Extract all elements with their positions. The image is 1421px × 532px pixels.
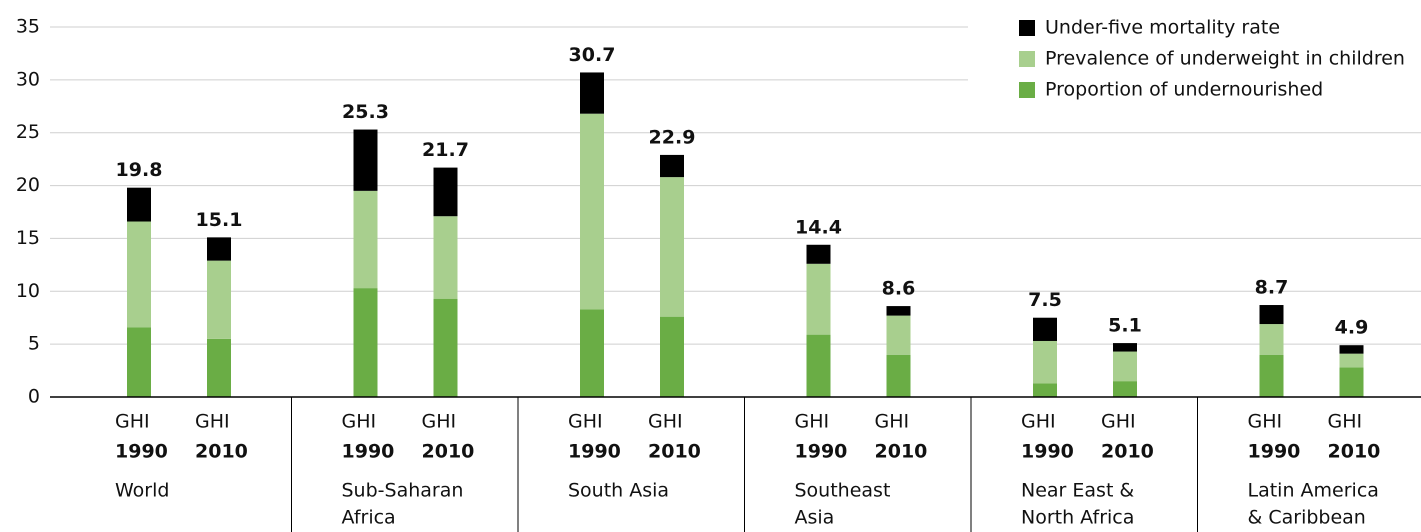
legend-label: Prevalence of underweight in children — [1045, 48, 1405, 70]
group-label: Latin America — [1248, 480, 1379, 502]
total-label: 7.5 — [1028, 289, 1062, 311]
bar-segment — [1339, 367, 1364, 397]
x-tick-label: GHI — [875, 411, 910, 433]
legend-background — [968, 10, 1421, 110]
bar-segment — [886, 306, 911, 316]
bar-segment — [1033, 340, 1057, 384]
bar-segment — [806, 263, 831, 335]
bar-segment — [580, 72, 604, 114]
x-tick-label: GHI — [1328, 411, 1363, 433]
total-label: 8.6 — [882, 278, 916, 300]
x-tick-label: GHI — [795, 411, 830, 433]
legend-swatch — [1019, 51, 1035, 67]
x-tick-label: 1990 — [1021, 441, 1074, 463]
y-tick-label: 20 — [16, 174, 40, 196]
x-tick-label: GHI — [648, 411, 683, 433]
group-label: & Caribbean — [1248, 507, 1366, 529]
group-label: South Asia — [568, 480, 669, 502]
x-tick-label: GHI — [195, 411, 230, 433]
bar-segment — [1339, 353, 1364, 368]
bar-segment — [806, 244, 831, 264]
bar-segment — [1259, 324, 1284, 355]
x-tick-label: 2010 — [1101, 441, 1154, 463]
bar-segment — [433, 298, 458, 397]
x-tick-label: 2010 — [875, 441, 928, 463]
x-tick-label: 1990 — [342, 441, 395, 463]
x-tick-label: GHI — [568, 411, 603, 433]
bar-segment — [580, 113, 604, 310]
bar-segment — [1033, 383, 1057, 397]
bar-segment — [1113, 343, 1137, 352]
bar-segment — [207, 237, 231, 261]
total-label: 14.4 — [795, 216, 842, 238]
group-label: Sub-Saharan — [342, 480, 464, 502]
x-tick-label: GHI — [115, 411, 150, 433]
bar-segment — [1339, 345, 1364, 354]
bar-segment — [353, 129, 378, 191]
y-tick-label: 15 — [16, 227, 40, 249]
legend-swatch — [1019, 82, 1035, 98]
group-label: Southeast — [795, 480, 891, 502]
legend-label: Proportion of undernourished — [1045, 79, 1323, 101]
x-tick-label: GHI — [1248, 411, 1283, 433]
bar-segment — [1113, 381, 1137, 397]
group-label: Near East & — [1021, 480, 1134, 502]
x-tick-label: 2010 — [648, 441, 701, 463]
group-label: Asia — [795, 507, 835, 529]
y-tick-label: 35 — [16, 16, 40, 38]
total-label: 22.9 — [649, 126, 696, 148]
total-label: 30.7 — [569, 44, 616, 66]
y-tick-label: 10 — [16, 280, 40, 302]
bar-segment — [1259, 354, 1284, 397]
bar-segment — [660, 154, 684, 178]
bar-segment — [433, 167, 458, 217]
bar-segment — [1033, 317, 1057, 341]
total-label: 21.7 — [422, 139, 469, 161]
bar-segment — [127, 221, 151, 328]
legend-label: Under-five mortality rate — [1045, 17, 1280, 39]
bar-segment — [207, 260, 231, 339]
group-label: North Africa — [1021, 507, 1134, 529]
bar-segment — [1259, 305, 1284, 325]
bar-segment — [660, 316, 684, 397]
x-tick-label: GHI — [342, 411, 377, 433]
x-tick-label: GHI — [1101, 411, 1136, 433]
group-label: Africa — [342, 507, 396, 529]
bar-segment — [353, 288, 378, 397]
x-tick-label: 2010 — [195, 441, 248, 463]
group-label: World — [115, 480, 169, 502]
y-tick-label: 30 — [16, 68, 40, 90]
bar-segment — [660, 177, 684, 317]
bar-segment — [806, 334, 831, 397]
y-tick-label: 5 — [28, 333, 40, 355]
bar-segment — [580, 309, 604, 397]
x-tick-label: GHI — [422, 411, 457, 433]
bar-segment — [127, 327, 151, 397]
bar-segment — [353, 190, 378, 289]
total-label: 4.9 — [1335, 317, 1369, 339]
bar-segment — [886, 315, 911, 355]
total-label: 19.8 — [116, 159, 163, 181]
total-label: 8.7 — [1255, 277, 1289, 299]
total-label: 25.3 — [342, 101, 389, 123]
x-tick-label: 1990 — [568, 441, 621, 463]
legend-swatch — [1019, 20, 1035, 36]
bar-segment — [207, 338, 231, 397]
total-label: 5.1 — [1108, 315, 1142, 337]
total-label: 15.1 — [196, 209, 243, 231]
bar-segment — [127, 187, 151, 222]
y-tick-label: 25 — [16, 121, 40, 143]
bar-segment — [433, 216, 458, 299]
x-tick-label: 1990 — [795, 441, 848, 463]
bar-segment — [1113, 351, 1137, 382]
bar-segment — [886, 354, 911, 397]
x-tick-label: 2010 — [1328, 441, 1381, 463]
x-tick-label: GHI — [1021, 411, 1056, 433]
y-tick-label: 0 — [28, 386, 40, 408]
x-tick-label: 1990 — [115, 441, 168, 463]
x-tick-label: 2010 — [422, 441, 475, 463]
x-tick-label: 1990 — [1248, 441, 1301, 463]
